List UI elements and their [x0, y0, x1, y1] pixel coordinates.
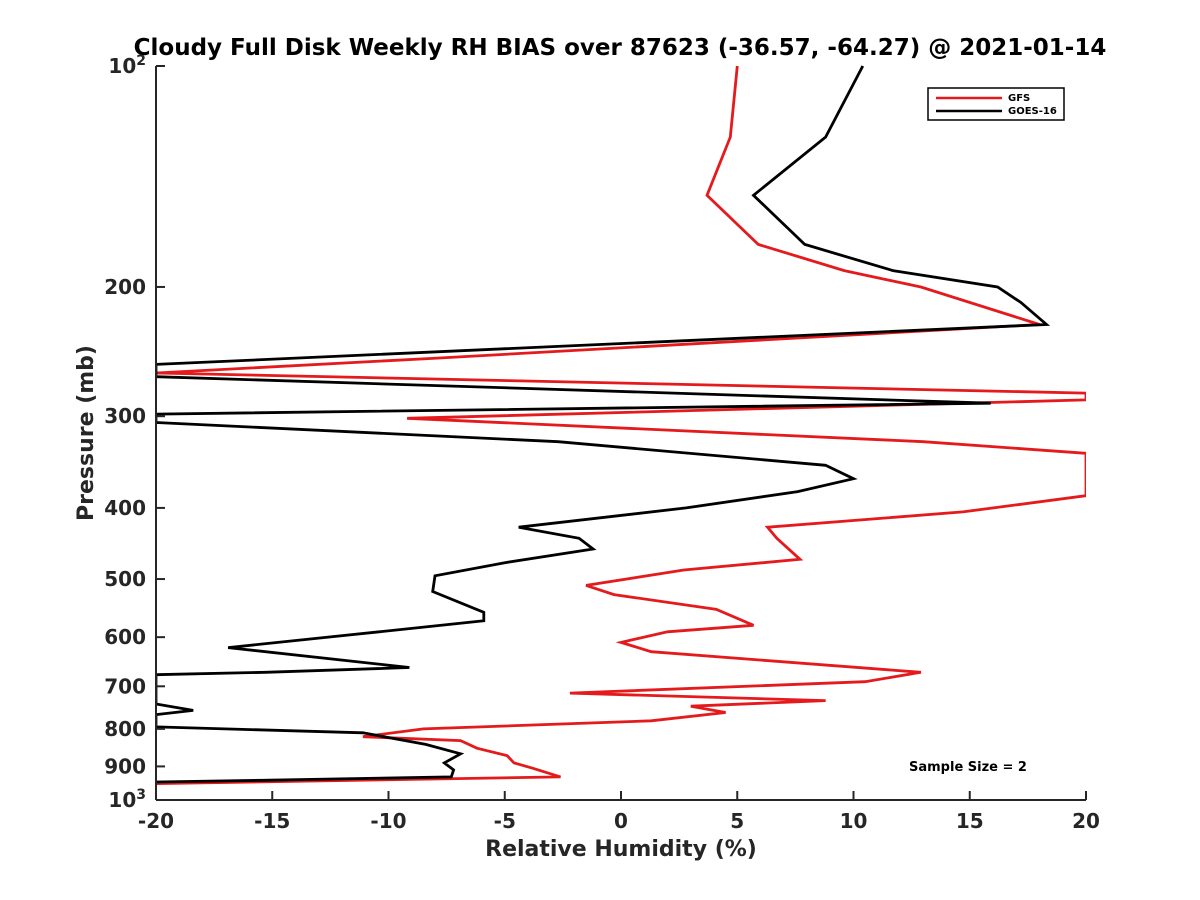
- legend-label-gfs: GFS: [1008, 93, 1030, 104]
- y-tick-label: 103: [108, 787, 146, 812]
- x-tick-label: 0: [614, 809, 628, 833]
- x-tick-label: -10: [370, 809, 406, 833]
- x-tick-label: 20: [1072, 809, 1100, 833]
- y-tick-label: 102: [108, 53, 146, 78]
- series-gfs: [156, 65, 1086, 785]
- legend-box: [927, 87, 1065, 121]
- x-tick-label: 15: [956, 809, 984, 833]
- x-tick-label: 10: [840, 809, 868, 833]
- series-goes-16: [156, 65, 1051, 784]
- y-tick-label: 400: [104, 496, 146, 520]
- x-tick-label: -15: [254, 809, 290, 833]
- y-tick-label: 300: [104, 404, 146, 428]
- y-tick-label: 600: [104, 625, 146, 649]
- x-tick-label: -20: [138, 809, 174, 833]
- series-layer: [156, 65, 1086, 785]
- legend: GFS GOES-16: [927, 87, 1065, 121]
- y-tick-base: 10: [108, 788, 136, 812]
- y-tick-label: 900: [104, 754, 146, 778]
- x-ticks: -20 -15 -10 -5 0 5 10 15 20: [138, 791, 1100, 833]
- y-tick-base: 10: [108, 54, 136, 78]
- y-tick-label: 200: [104, 275, 146, 299]
- sample-size-annotation: Sample Size = 2: [909, 760, 1027, 775]
- x-tick-label: -5: [494, 809, 516, 833]
- y-tick-exponent: 3: [136, 787, 146, 803]
- y-tick-label: 800: [104, 717, 146, 741]
- y-tick-label: 700: [104, 674, 146, 698]
- y-tick-exponent: 2: [136, 53, 146, 69]
- y-tick-label: 500: [104, 567, 146, 591]
- legend-label-goes16: GOES-16: [1008, 106, 1057, 117]
- y-axis-title: Pressure (mb): [74, 345, 99, 521]
- chart-title: Cloudy Full Disk Weekly RH BIAS over 876…: [134, 35, 1107, 61]
- x-axis-title: Relative Humidity (%): [485, 837, 757, 862]
- series-line-gfs: [156, 65, 1086, 785]
- x-tick-label: 5: [730, 809, 744, 833]
- plot-area: -20 -15 -10 -5 0 5 10 15 20 10220030040050060070…: [104, 53, 1100, 833]
